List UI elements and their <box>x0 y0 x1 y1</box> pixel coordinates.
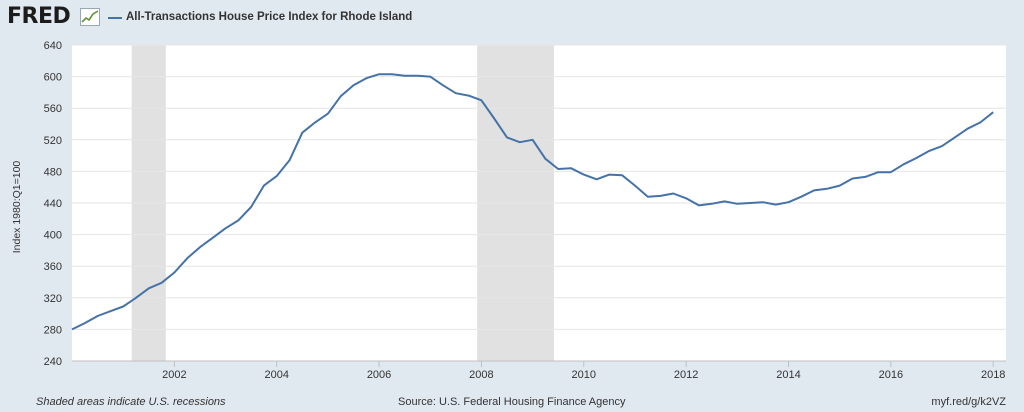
y-tick-label: 240 <box>44 356 62 368</box>
y-tick-label: 400 <box>44 230 62 242</box>
y-tick-label: 480 <box>44 166 62 178</box>
recession-note: Shaded areas indicate U.S. recessions <box>36 396 226 408</box>
x-tick-label: 2008 <box>469 369 493 381</box>
fred-chart-icon <box>80 8 100 26</box>
y-axis-label: Index 1980:Q1=100 <box>11 161 23 254</box>
x-tick-label: 2018 <box>981 369 1005 381</box>
y-tick-label: 320 <box>44 293 62 305</box>
x-tick-label: 2010 <box>572 369 596 381</box>
short-url-link[interactable]: myf.red/g/k2VZ <box>931 396 1006 408</box>
x-tick-label: 2014 <box>776 369 800 381</box>
y-tick-label: 520 <box>44 135 62 147</box>
legend-series-label[interactable]: All-Transactions House Price Index for R… <box>126 11 413 23</box>
chart-header: FRED All-Transactions House Price Index … <box>0 0 1024 36</box>
x-tick-label: 2002 <box>162 369 186 381</box>
x-tick-label: 2006 <box>367 369 391 381</box>
fred-logo[interactable]: FRED <box>7 4 71 29</box>
x-tick-label: 2004 <box>264 369 288 381</box>
y-tick-label: 280 <box>44 324 62 336</box>
source-note: Source: U.S. Federal Housing Finance Age… <box>398 396 626 408</box>
series-line <box>71 73 994 331</box>
y-tick-label: 440 <box>44 198 62 210</box>
x-tick-label: 2012 <box>674 369 698 381</box>
y-tick-label: 360 <box>44 261 62 273</box>
y-tick-label: 640 <box>44 40 62 52</box>
x-tick-label: 2016 <box>879 369 903 381</box>
legend-line-swatch <box>108 17 122 19</box>
y-tick-label: 560 <box>44 103 62 115</box>
y-tick-label: 600 <box>44 72 62 84</box>
